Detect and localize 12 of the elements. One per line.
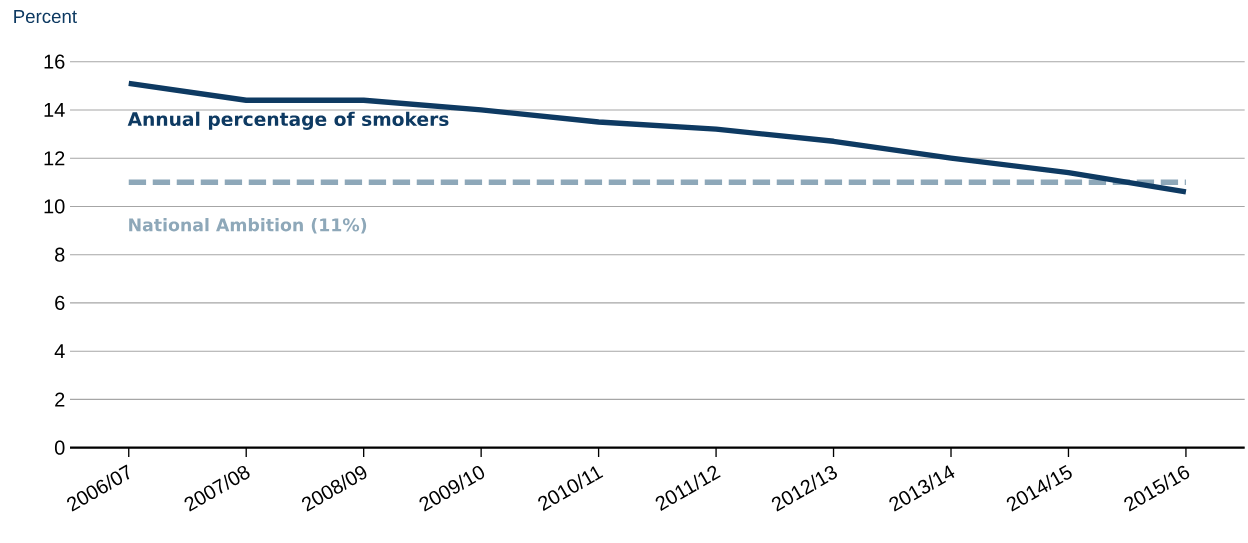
y-tick-label: 8 [55, 247, 65, 262]
y-tick-label: 10 [44, 199, 65, 214]
ref-line-label: National Ambition (11%) [129, 218, 367, 234]
y-tick-label: 4 [54, 344, 65, 359]
y-tick-label: 14 [44, 103, 65, 117]
y-tick-label: 2 [55, 392, 65, 407]
y-tick-label: 0 [54, 440, 65, 455]
y-tick-label: 12 [44, 151, 65, 166]
series-label: Annual percentage of smokers [127, 111, 449, 131]
y-tick-label: 6 [55, 296, 65, 311]
y-tick-label: 16 [44, 54, 65, 69]
y-axis-title: Percent [14, 10, 77, 24]
